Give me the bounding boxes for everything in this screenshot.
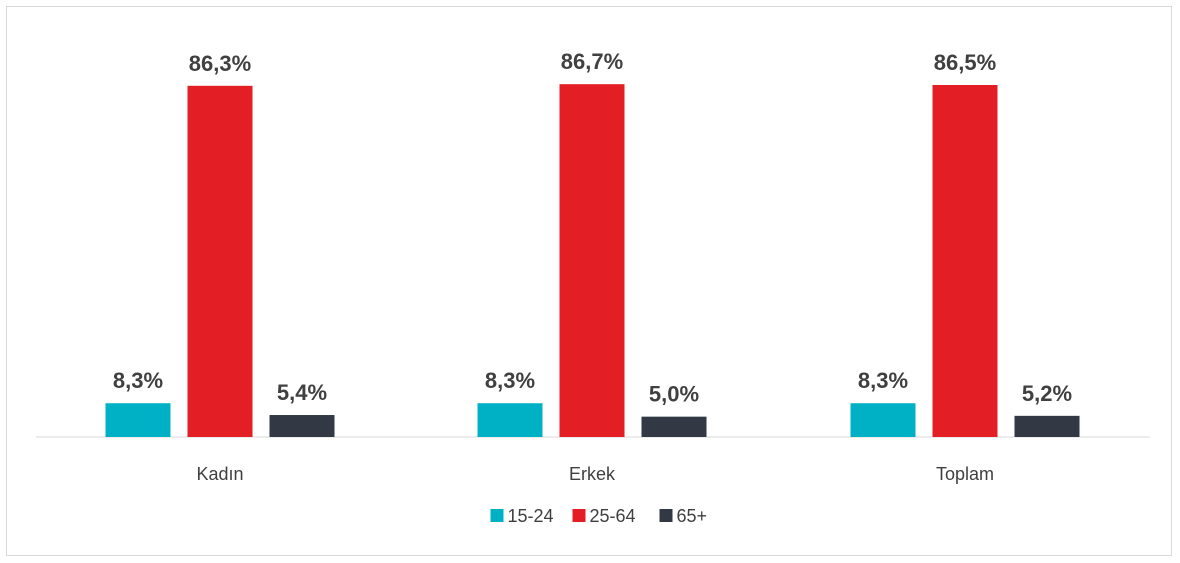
category-label: Erkek <box>569 464 616 484</box>
data-label: 5,2% <box>1022 381 1072 406</box>
data-label: 5,0% <box>649 382 699 407</box>
bar-25-64-Kadın <box>187 85 253 437</box>
data-label: 8,3% <box>113 368 163 393</box>
legend-label: 65+ <box>677 506 708 526</box>
data-label: 8,3% <box>858 368 908 393</box>
bar-15-24-Toplam <box>850 403 916 437</box>
data-label: 86,5% <box>934 50 996 75</box>
data-label: 8,3% <box>485 368 535 393</box>
bar-65+-Toplam <box>1014 415 1080 437</box>
legend-label: 15-24 <box>508 506 554 526</box>
bar-25-64-Erkek <box>559 84 625 437</box>
data-label: 86,7% <box>561 49 623 74</box>
category-label: Toplam <box>936 464 994 484</box>
bar-65+-Kadın <box>269 415 335 437</box>
legend-label: 25-64 <box>590 506 636 526</box>
category-label: Kadın <box>196 464 243 484</box>
bar-15-24-Kadın <box>105 403 171 437</box>
legend-swatch-65+ <box>659 509 673 522</box>
legend-swatch-15-24 <box>490 509 504 522</box>
bar-15-24-Erkek <box>477 403 543 437</box>
data-label: 86,3% <box>189 51 251 76</box>
bar-65+-Erkek <box>641 416 707 437</box>
data-label: 5,4% <box>277 380 327 405</box>
bar-25-64-Toplam <box>932 85 998 437</box>
legend-swatch-25-64 <box>572 509 586 522</box>
